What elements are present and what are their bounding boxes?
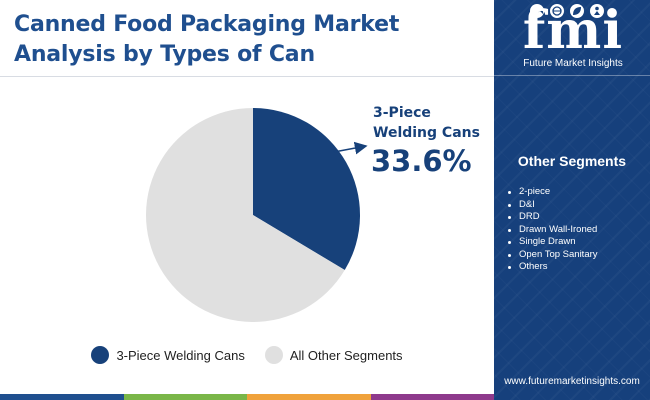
logo-person-icon [590, 4, 604, 18]
title-divider [0, 76, 494, 77]
logo-wordmark: fmi [522, 0, 624, 61]
callout-label: 3-Piece Welding Cans [373, 105, 480, 141]
chart-legend: 3-Piece Welding Cans All Other Segments [0, 346, 494, 364]
segment-item: D&I [508, 199, 646, 212]
panel-divider [494, 75, 650, 76]
bar-segment-green [123, 394, 247, 400]
legend-item-welding: 3-Piece Welding Cans [91, 346, 245, 364]
other-segments-title: Other Segments [517, 153, 627, 169]
pie-slice-welding-cans [253, 108, 361, 271]
other-segments-list: 2-piece D&I DRD Drawn Wall-Ironed Single… [508, 186, 646, 274]
logo-fish-icon [530, 4, 544, 18]
segment-item: Drawn Wall-Ironed [508, 224, 646, 237]
bar-segment-purple [370, 394, 494, 400]
legend-swatch-other [264, 346, 283, 364]
segment-item: Single Drawn [508, 236, 646, 249]
fmi-logo: fmi Future Market Insights [512, 0, 634, 72]
bar-segment-blue [0, 394, 124, 400]
logo-globe-icon [550, 4, 564, 18]
segment-item: Open Top Sanitary [508, 249, 646, 262]
bar-segment-orange [247, 394, 371, 400]
callout-value: 33.6% [371, 144, 472, 178]
callout-arrow [333, 141, 368, 155]
logo-leaf-icon [570, 4, 584, 18]
segment-item: 2-piece [508, 186, 646, 199]
legend-label-other: All Other Segments [289, 347, 403, 363]
panel-texture [494, 0, 650, 400]
pie-slice-other-segments [146, 108, 345, 322]
pie-slices [146, 108, 361, 322]
pie-chart [146, 108, 368, 322]
logo-caption: Future Market Insights [523, 58, 623, 69]
chart-title: Canned Food Packaging Market Analysis by… [14, 12, 400, 67]
sidebar-panel: fmi Future Market Insights Other Segment… [494, 0, 650, 400]
segment-item: DRD [508, 211, 646, 224]
segment-item: Others [508, 261, 646, 274]
legend-swatch-welding [91, 346, 110, 364]
legend-label-welding: 3-Piece Welding Cans [116, 347, 245, 363]
website-url: www.futuremarketinsights.com [504, 376, 640, 387]
legend-item-other: All Other Segments [264, 346, 403, 364]
bottom-color-bar [0, 394, 494, 400]
